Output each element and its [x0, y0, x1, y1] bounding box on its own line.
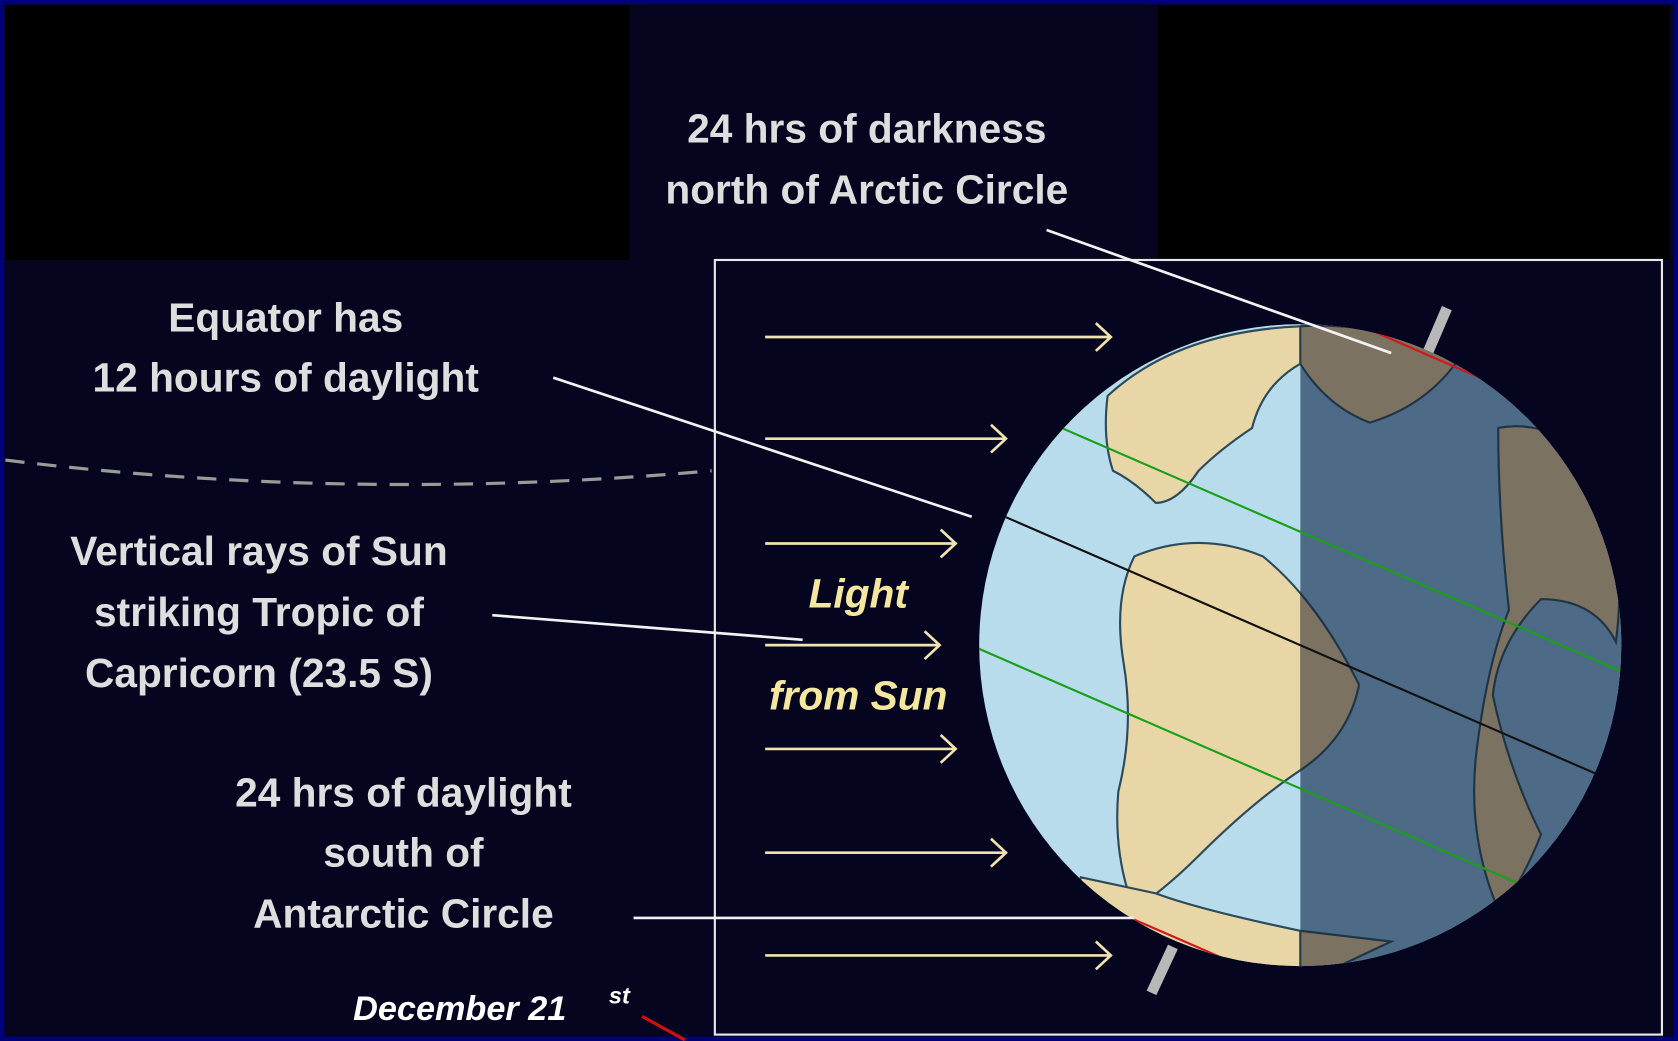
arctic-label: north of Arctic Circle	[665, 166, 1068, 212]
date-label: December 21	[353, 990, 566, 1028]
black-box	[1157, 5, 1670, 260]
tropic-label: striking Tropic of	[94, 589, 424, 635]
date-superscript: st	[609, 982, 631, 1008]
earth-axis	[1146, 944, 1178, 996]
earth-axis	[1422, 306, 1452, 356]
sun-label: from Sun	[769, 672, 947, 718]
leader-lines	[492, 228, 1392, 920]
antarctic-label: 24 hrs of daylight	[235, 770, 572, 816]
equator-label: 12 hours of daylight	[93, 355, 480, 401]
equator-label: Equator has	[168, 295, 403, 341]
antarctic-label: south of	[323, 830, 484, 876]
frame	[713, 258, 1664, 1036]
black-box	[5, 5, 630, 260]
tropic-label: Vertical rays of Sun	[70, 528, 447, 574]
sun-label: Light	[809, 571, 910, 617]
earth	[979, 324, 1622, 967]
orbit-marker	[641, 1014, 686, 1041]
antarctic-label: Antarctic Circle	[253, 891, 554, 937]
sun-rays	[765, 322, 1113, 971]
orbit-path	[5, 458, 712, 487]
tropic-label: Capricorn (23.5 S)	[85, 650, 433, 696]
arctic-label: 24 hrs of darkness	[687, 105, 1046, 151]
